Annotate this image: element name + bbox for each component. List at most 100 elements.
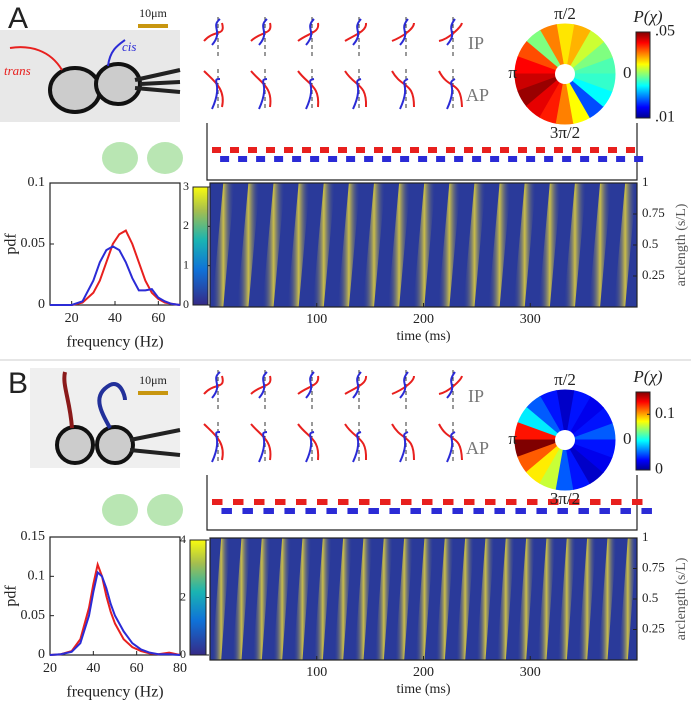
kymo-stripe bbox=[438, 183, 461, 307]
beat-red bbox=[359, 499, 370, 505]
kymo-stripe bbox=[395, 538, 414, 660]
center-hole bbox=[555, 430, 575, 450]
kymo-stripe bbox=[563, 183, 587, 307]
beat-blue bbox=[454, 156, 464, 162]
sketch-red bbox=[250, 70, 272, 108]
beat-blue bbox=[431, 508, 442, 514]
beat-blue bbox=[310, 156, 320, 162]
colorbar-tick-label: .01 bbox=[655, 109, 675, 126]
kymo-stripe bbox=[354, 538, 373, 660]
axes-box bbox=[49, 182, 181, 306]
beat-blue bbox=[616, 156, 626, 162]
beat-blue bbox=[418, 156, 428, 162]
sketch-blue bbox=[305, 78, 315, 110]
sketch-blue bbox=[446, 18, 456, 46]
beat-blue bbox=[641, 508, 652, 514]
colorbar-tick-label: 1 bbox=[183, 257, 189, 271]
series-line bbox=[49, 560, 181, 656]
kymo-stripe bbox=[415, 538, 434, 660]
y-tick-label: 1 bbox=[642, 529, 649, 544]
beat-blue bbox=[410, 508, 421, 514]
x-tick-label: 80 bbox=[173, 661, 187, 676]
beat-red bbox=[401, 499, 412, 505]
colorbar-tick-label: 3 bbox=[183, 179, 189, 193]
sketch-red bbox=[203, 70, 224, 108]
y-tick-label: 0.75 bbox=[642, 205, 665, 220]
sketch-blue bbox=[352, 78, 362, 110]
beat-red bbox=[275, 499, 286, 505]
kymo-stripe bbox=[212, 183, 235, 307]
beat-blue bbox=[326, 508, 337, 514]
beat-red bbox=[422, 499, 433, 505]
x-tick-label: 300 bbox=[520, 312, 541, 327]
sketch-red bbox=[391, 375, 415, 395]
kymo-stripe bbox=[456, 538, 475, 660]
sketch-red bbox=[250, 22, 272, 42]
sketch-blue bbox=[399, 371, 409, 399]
beat-red bbox=[254, 499, 265, 505]
colorbar-tick-label: 0 bbox=[180, 647, 186, 661]
beat-red bbox=[230, 147, 239, 153]
cell-cartoon bbox=[102, 494, 138, 526]
beat-blue bbox=[400, 156, 410, 162]
angle-label: π bbox=[508, 63, 517, 82]
x-tick-label: 200 bbox=[413, 665, 434, 680]
angle-label: 0 bbox=[623, 63, 632, 82]
beat-blue bbox=[368, 508, 379, 514]
y-tick-label: 0 bbox=[38, 297, 45, 312]
x-tick-label: 60 bbox=[151, 311, 165, 326]
colorbar bbox=[192, 186, 209, 306]
angle-label: 0 bbox=[623, 429, 632, 448]
axes-box bbox=[49, 536, 181, 656]
cell-image bbox=[0, 24, 181, 122]
beat-blue bbox=[634, 156, 644, 162]
angle-label: 3π/2 bbox=[550, 489, 580, 508]
beat-red bbox=[536, 147, 545, 153]
sketch-blue bbox=[258, 18, 268, 46]
kymo-stripe bbox=[618, 538, 637, 660]
beat-red bbox=[392, 147, 401, 153]
sketch-red bbox=[438, 70, 463, 108]
row-label: IP bbox=[468, 33, 484, 53]
beat-red bbox=[626, 147, 635, 153]
sketch-blue bbox=[211, 78, 221, 110]
series-line bbox=[49, 570, 181, 656]
beat-blue bbox=[580, 156, 590, 162]
x-tick-label: 40 bbox=[108, 311, 122, 326]
y-tick-label: 0.75 bbox=[642, 559, 665, 574]
sketch-blue bbox=[399, 18, 409, 46]
beat-blue bbox=[263, 508, 274, 514]
y-tick-label: 0.5 bbox=[642, 590, 658, 605]
sketch-red bbox=[203, 423, 224, 461]
kymo-stripe bbox=[334, 538, 353, 660]
beat-red bbox=[506, 499, 517, 505]
row-label: AP bbox=[466, 438, 489, 458]
beat-red bbox=[590, 499, 601, 505]
beat-red bbox=[632, 499, 643, 505]
sketch-blue bbox=[446, 431, 456, 463]
kymo-stripe bbox=[237, 183, 260, 307]
y-tick-label: 0.25 bbox=[642, 267, 665, 282]
y-tick-label: 1 bbox=[642, 174, 649, 189]
series-line bbox=[50, 245, 181, 306]
x-tick-label: 200 bbox=[413, 312, 434, 327]
beat-blue bbox=[578, 508, 589, 514]
kymo-stripe bbox=[588, 183, 612, 307]
beat-red bbox=[446, 147, 455, 153]
kymo-stripe bbox=[488, 183, 511, 307]
beat-blue bbox=[508, 156, 518, 162]
beat-blue bbox=[544, 156, 554, 162]
kymo-stripe bbox=[313, 538, 332, 660]
x-tick-label: 60 bbox=[130, 661, 144, 676]
trans-label: trans bbox=[4, 63, 31, 78]
sketch-red bbox=[250, 423, 272, 461]
kymo-stripe bbox=[337, 183, 361, 307]
raster-frame bbox=[206, 123, 638, 181]
colorbar-tick-label: 2 bbox=[183, 218, 189, 232]
beat-blue bbox=[389, 508, 400, 514]
beat-blue bbox=[494, 508, 505, 514]
sketch-blue bbox=[211, 371, 221, 399]
beat-blue bbox=[364, 156, 374, 162]
x-tick-label: 100 bbox=[306, 665, 327, 680]
beat-blue bbox=[305, 508, 316, 514]
